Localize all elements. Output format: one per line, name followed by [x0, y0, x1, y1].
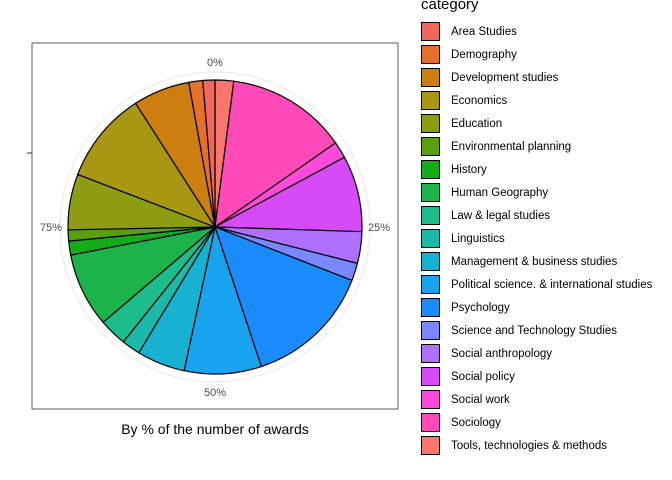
legend-key: [421, 390, 440, 409]
legend-key: [421, 252, 440, 271]
legend-item: Development studies: [421, 66, 652, 89]
legend-item: Linguistics: [421, 227, 652, 250]
legend-title: category: [421, 0, 479, 13]
angle-tick-label-75: 75%: [40, 222, 62, 234]
legend-item: Management & business studies: [421, 250, 652, 273]
pie-slice-6: [214, 226, 353, 368]
legend-label: Political science. & international studi…: [451, 278, 653, 291]
legend-key: [421, 413, 440, 432]
legend-key: [421, 206, 440, 225]
legend-item: Psychology: [421, 296, 652, 319]
legend-item: Political science. & international studi…: [421, 273, 652, 296]
legend-item: Social anthropology: [421, 342, 652, 365]
x-axis-label: By % of the number of awards: [121, 421, 309, 437]
angle-tick-label-50: 50%: [204, 387, 226, 399]
legend-label: Development studies: [451, 71, 559, 84]
grid-circle: [59, 71, 371, 383]
legend-key: [421, 275, 440, 294]
legend-key: [421, 160, 440, 179]
legend-label: Economics: [451, 94, 508, 107]
legend: Area Studies Demography Development studie…: [421, 20, 652, 457]
legend-key: [421, 22, 440, 41]
legend-item: Education: [421, 112, 652, 135]
legend-key: [421, 45, 440, 64]
legend-label: Area Studies: [451, 25, 517, 38]
legend-key: [421, 367, 440, 386]
legend-item: Sociology: [421, 411, 652, 434]
pie-slice-15: [77, 102, 216, 228]
legend-item: Tools, technologies & methods: [421, 434, 652, 457]
legend-label: Social work: [451, 393, 510, 406]
legend-item: Economics: [421, 89, 652, 112]
legend-item: Science and Technology Studies: [421, 319, 652, 342]
legend-label: Environmental planning: [451, 140, 572, 153]
legend-label: Tools, technologies & methods: [451, 439, 607, 452]
legend-key: [421, 229, 440, 248]
legend-key: [421, 91, 440, 110]
legend-label: Social policy: [451, 370, 515, 383]
legend-item: Law & legal studies: [421, 204, 652, 227]
legend-item: Demography: [421, 43, 652, 66]
legend-key: [421, 298, 440, 317]
legend-item: Area Studies: [421, 20, 652, 43]
legend-key: [421, 436, 440, 455]
legend-label: Social anthropology: [451, 347, 553, 360]
legend-key: [421, 183, 440, 202]
legend-label: Demography: [451, 48, 517, 61]
legend-label: Law & legal studies: [451, 209, 551, 222]
angle-tick-label-25: 25%: [368, 222, 390, 234]
legend-key: [421, 68, 440, 87]
legend-key: [421, 344, 440, 363]
legend-label: Science and Technology Studies: [451, 324, 618, 337]
legend-label: Sociology: [451, 416, 501, 429]
pie-slice-1: [214, 80, 337, 228]
legend-label: History: [451, 163, 487, 176]
angle-tick-label-0: 0%: [207, 57, 223, 69]
legend-key: [421, 321, 440, 340]
pie-slices: [67, 79, 363, 375]
legend-key: [421, 137, 440, 156]
legend-label: Linguistics: [451, 232, 505, 245]
legend-item: Social policy: [421, 365, 652, 388]
legend-item: History: [421, 158, 652, 181]
legend-label: Psychology: [451, 301, 510, 314]
legend-label: Human Geography: [451, 186, 549, 199]
legend-item: Social work: [421, 388, 652, 411]
legend-label: Education: [451, 117, 503, 130]
legend-item: Environmental planning: [421, 135, 652, 158]
legend-item: Human Geography: [421, 181, 652, 204]
pie-slice-18: [202, 79, 216, 228]
legend-label: Management & business studies: [451, 255, 618, 268]
legend-key: [421, 114, 440, 133]
